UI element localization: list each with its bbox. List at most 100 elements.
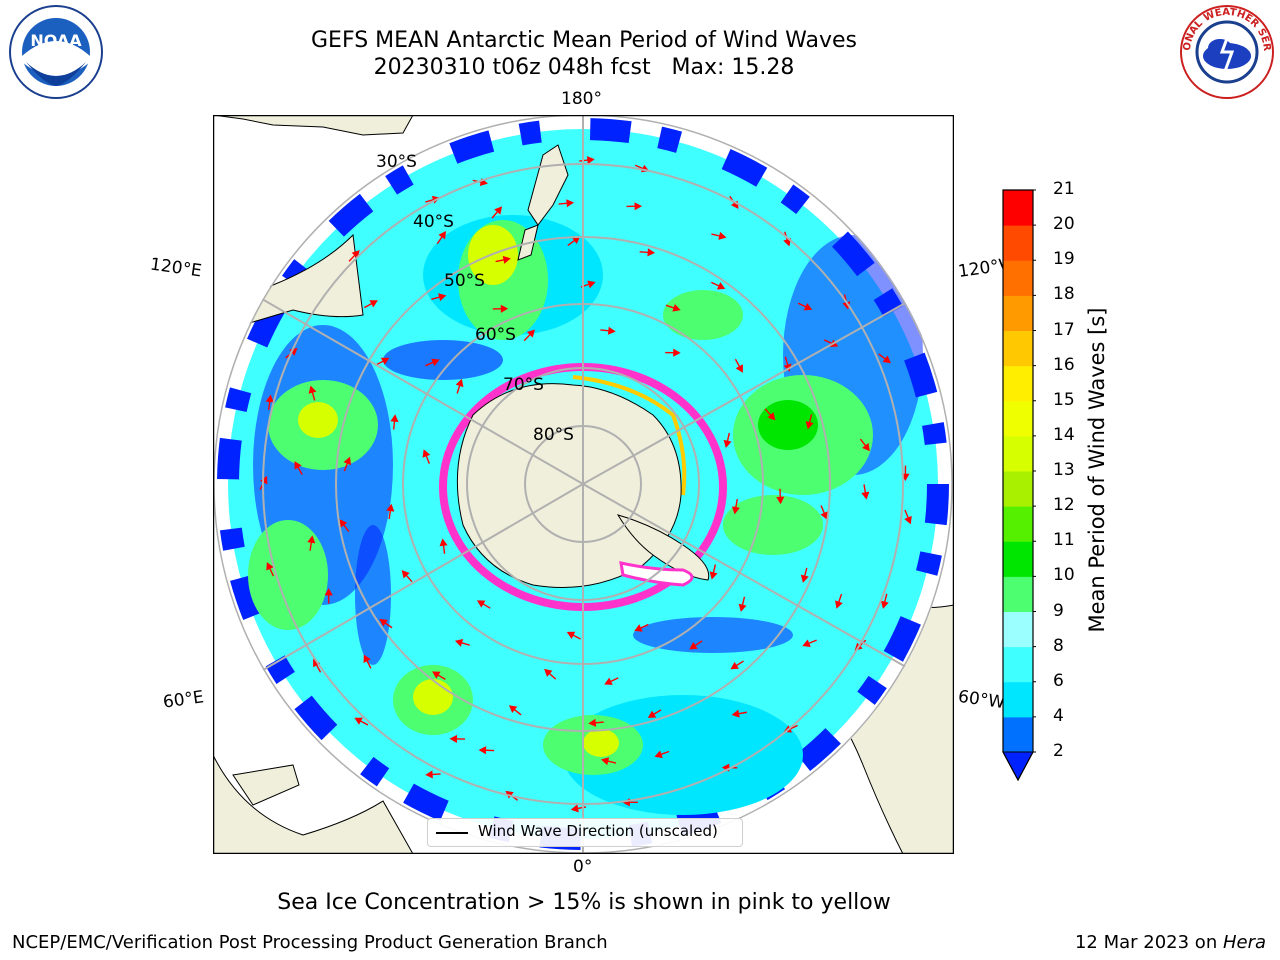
wind-wave-arrow-head: [570, 804, 579, 813]
colorbar-segment: [1003, 471, 1033, 507]
polar-map: [213, 115, 954, 854]
colorbar-tick-label: 12: [1053, 495, 1075, 516]
colorbar-segment: [1003, 576, 1033, 612]
wind-wave-arrow-head: [731, 709, 740, 718]
wind-wave-arrow-head: [502, 255, 511, 264]
colorbar-segment: [1003, 435, 1033, 472]
footer-host: Hera: [1222, 932, 1266, 953]
wind-wave-arrow-head: [654, 750, 663, 759]
colorbar-segment: [1003, 225, 1033, 261]
lat-label-30s: 30°S: [376, 152, 417, 172]
colorbar-segment: [1003, 716, 1033, 753]
wind-wave-arrow-head: [709, 571, 718, 580]
colorbar-segment: [1003, 260, 1033, 296]
colorbar-tick-label: 21: [1053, 179, 1075, 199]
colorbar-segment: [1003, 611, 1033, 648]
wind-wave-arrow-head: [767, 412, 776, 421]
colorbar-segment: [1003, 295, 1033, 331]
colorbar-tick-label: 8: [1053, 635, 1064, 656]
land-australia: [213, 115, 414, 136]
chart-subtitle: 20230310 t06z 048h fcst Max: 15.28: [373, 55, 795, 80]
wind-wave-arrow-head: [634, 202, 643, 211]
land-madagascar: [232, 764, 300, 806]
wind-wave-arrow-head: [600, 757, 610, 766]
colorbar-tick-label: 9: [1053, 600, 1064, 621]
legend-line-swatch: [436, 832, 468, 834]
wind-wave-arrows: [259, 156, 912, 813]
wind-wave-arrow-head: [586, 156, 595, 165]
wind-wave-arrow-head: [588, 718, 597, 727]
wind-wave-arrow-head: [351, 250, 360, 259]
graticule: [213, 115, 953, 854]
land-antarctic-peninsula: [616, 514, 710, 581]
noaa-logo-text: NOAA: [30, 31, 82, 50]
wind-wave-arrow-head: [379, 618, 388, 627]
colorbar-tick-label: 2: [1053, 741, 1064, 761]
colorbar-segment: [1003, 541, 1033, 577]
wind-wave-arrow-head: [862, 442, 870, 452]
wind-wave-arrow-head: [673, 348, 681, 357]
lat-label-70s: 70°S: [503, 375, 544, 395]
wind-wave-arrow-head: [324, 588, 333, 596]
footer-date: 12 Mar 2023 on Hera: [1075, 932, 1266, 953]
colorbar-tick-label: 15: [1053, 389, 1075, 410]
wind-wave-arrow-head: [689, 642, 698, 650]
wind-wave-arrow-head: [802, 639, 811, 647]
wind-wave-arrow-head: [861, 491, 870, 500]
wind-wave-arrow-head: [438, 231, 446, 240]
colorbar-outline: [1002, 189, 1034, 782]
sea-ice-caption: Sea Ice Concentration > 15% is shown in …: [277, 890, 891, 915]
wind-wave-arrow-head: [438, 293, 447, 302]
colorbar-tick-label: 13: [1053, 460, 1075, 480]
wind-wave-arrow-head: [343, 456, 352, 466]
wind-wave-arrow-head: [783, 238, 792, 247]
nws-logo: NATIONAL WEATHER SERVICE: [1178, 4, 1274, 99]
lon-label-60e: 60°E: [161, 687, 206, 713]
colorbar-tick-label: 11: [1053, 530, 1075, 551]
wind-wave-arrow-head: [363, 654, 371, 664]
wind-wave-arrow-head: [647, 710, 657, 718]
colorbar-tick-label: 6: [1053, 670, 1064, 691]
wind-wave-arrow-head: [422, 449, 431, 458]
wind-wave-arrow-head: [634, 624, 643, 632]
wind-wave-arrow-head: [339, 519, 348, 528]
wind-wave-arrow-head: [432, 671, 441, 679]
wind-wave-arrow-head: [880, 600, 889, 609]
colorbar-tick-label: 17: [1053, 319, 1075, 340]
wind-wave-arrow-head: [386, 503, 395, 512]
colorbar-tick-label: 4: [1053, 705, 1064, 726]
colorbar-tick-label: 10: [1053, 565, 1075, 586]
land-africa-corner: [213, 754, 414, 854]
colorbar-extend: [1002, 751, 1034, 782]
wind-wave-arrow-head: [265, 394, 274, 403]
colorbar-tick-label: 19: [1053, 249, 1075, 270]
legend-label: Wind Wave Direction (unscaled): [478, 822, 718, 840]
wind-wave-arrow-head: [723, 439, 732, 448]
chart-title: GEFS MEAN Antarctic Mean Period of Wind …: [311, 28, 857, 53]
footer-date-text: 12 Mar 2023 on: [1074, 932, 1223, 953]
lon-label-0: 0°: [573, 857, 593, 877]
wind-wave-arrow-head: [904, 515, 912, 525]
wind-wave-arrow-head: [730, 661, 739, 670]
wind-wave-arrow-head: [500, 304, 509, 313]
wind-wave-arrow-head: [672, 303, 681, 312]
wind-wave-arrow-head: [526, 329, 535, 338]
wind-wave-arrow-head: [716, 282, 726, 290]
wind-wave-arrow-head: [882, 355, 891, 364]
colorbar-label: Mean Period of Wind Waves [s]: [1085, 307, 1109, 633]
wind-wave-arrow-head: [439, 538, 448, 547]
colorbar-segment: [1003, 400, 1033, 437]
wind-wave-arrow-head: [607, 326, 616, 335]
wind-wave-arrow-head: [308, 385, 317, 394]
wind-wave-arrow-head: [508, 705, 518, 714]
wind-wave-arrow-head: [800, 574, 809, 583]
lat-label-80s: 80°S: [533, 425, 574, 445]
wind-wave-arrow-head: [544, 668, 553, 677]
wind-wave-arrow-head: [455, 378, 464, 388]
wind-wave-arrow-head: [369, 300, 378, 308]
lat-label-60s: 60°S: [475, 325, 516, 345]
colorbar: [1002, 189, 1036, 782]
footer-credit: NCEP/EMC/Verification Post Processing Pr…: [12, 932, 608, 953]
colorbar-segment: [1003, 190, 1033, 226]
colorbar-segment: [1003, 646, 1033, 683]
